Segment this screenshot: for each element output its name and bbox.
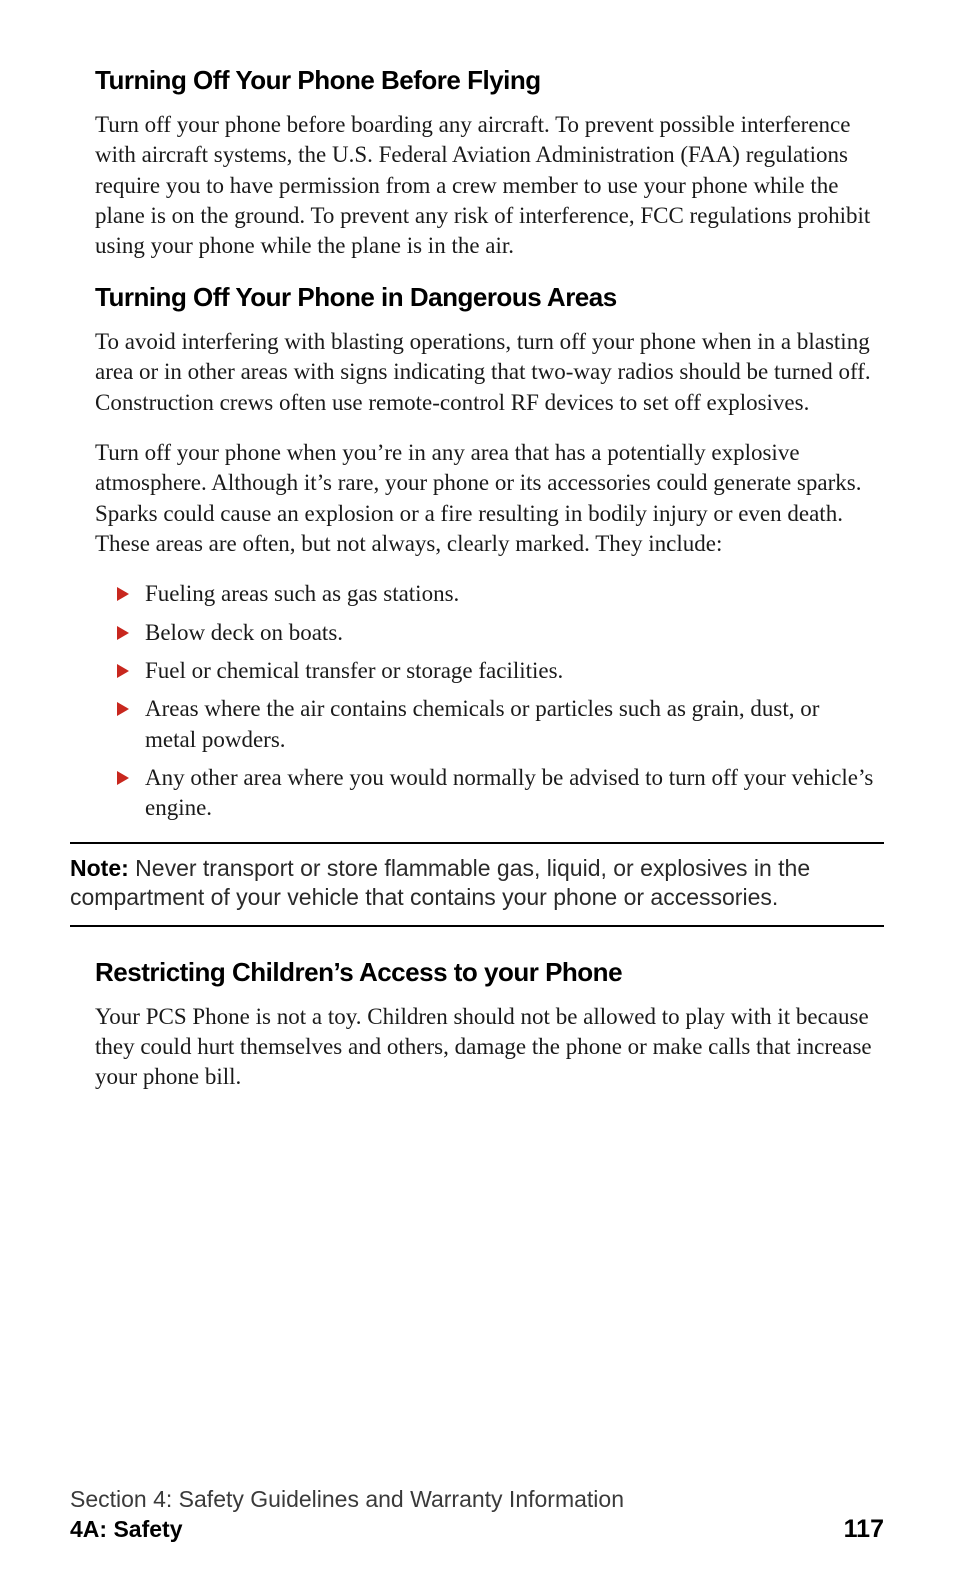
- hazard-list: Fueling areas such as gas stations. Belo…: [95, 579, 874, 824]
- heading-flying: Turning Off Your Phone Before Flying: [95, 65, 874, 96]
- paragraph: Your PCS Phone is not a toy. Children sh…: [95, 1002, 874, 1093]
- paragraph: Turn off your phone before boarding any …: [95, 110, 874, 262]
- heading-children: Restricting Children’s Access to your Ph…: [95, 957, 874, 988]
- list-item: Below deck on boats.: [117, 618, 874, 648]
- paragraph: To avoid interfering with blasting opera…: [95, 327, 874, 418]
- list-item: Areas where the air contains chemicals o…: [117, 694, 874, 755]
- list-item: Fuel or chemical transfer or storage fac…: [117, 656, 874, 686]
- page-content: Turning Off Your Phone Before Flying Tur…: [70, 65, 884, 1093]
- note-label: Note:: [70, 855, 129, 881]
- section-children: Restricting Children’s Access to your Ph…: [95, 957, 874, 1093]
- footer-section-line: Section 4: Safety Guidelines and Warrant…: [70, 1486, 884, 1513]
- paragraph: Turn off your phone when you’re in any a…: [95, 438, 874, 559]
- page-footer: Section 4: Safety Guidelines and Warrant…: [70, 1486, 884, 1544]
- list-item: Fueling areas such as gas stations.: [117, 579, 874, 609]
- page-number: 117: [844, 1515, 884, 1544]
- footer-row: 4A: Safety 117: [70, 1515, 884, 1544]
- list-item: Any other area where you would normally …: [117, 763, 874, 824]
- heading-dangerous: Turning Off Your Phone in Dangerous Area…: [95, 282, 874, 313]
- note-body: Never transport or store flammable gas, …: [70, 855, 810, 910]
- footer-subsection: 4A: Safety: [70, 1516, 182, 1543]
- note-box: Note: Never transport or store flammable…: [70, 842, 884, 927]
- note-text: Note: Never transport or store flammable…: [70, 854, 884, 913]
- section-flying: Turning Off Your Phone Before Flying Tur…: [95, 65, 874, 262]
- section-dangerous-areas: Turning Off Your Phone in Dangerous Area…: [95, 282, 874, 824]
